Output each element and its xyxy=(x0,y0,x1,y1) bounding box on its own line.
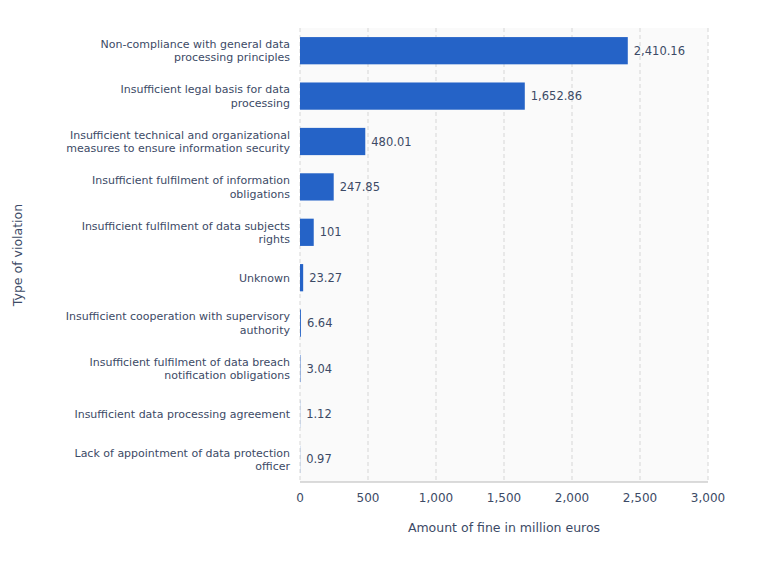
category-label-line: obligations xyxy=(230,187,291,200)
x-tick-label: 0 xyxy=(296,491,304,505)
x-tick-label: 500 xyxy=(357,491,380,505)
category-label-line: rights xyxy=(258,233,290,246)
category-label: Non-compliance with general dataprocessi… xyxy=(101,37,291,64)
category-label: Insufficient legal basis for dataprocess… xyxy=(121,83,290,110)
data-label: 480.01 xyxy=(371,135,411,149)
x-axis-line xyxy=(300,482,708,483)
category-label: Insufficient data processing agreement xyxy=(74,407,290,420)
category-label-line: Unknown xyxy=(239,271,290,284)
category-label-line: measures to ensure information security xyxy=(66,142,290,155)
category-label-line: Non-compliance with general data xyxy=(101,37,290,50)
data-label: 6.64 xyxy=(307,316,333,330)
grid-line xyxy=(708,28,709,482)
category-label-line: Insufficient technical and organizationa… xyxy=(70,128,290,141)
category-label-line: Lack of appointment of data protection xyxy=(75,446,291,459)
y-axis-title: Type of violation xyxy=(10,204,25,307)
data-label: 101 xyxy=(320,225,342,239)
x-tick-label: 3,000 xyxy=(691,491,725,505)
bar xyxy=(300,446,301,473)
data-label: 1.12 xyxy=(306,407,332,421)
x-axis-title: Amount of fine in million euros xyxy=(408,520,600,535)
category-label: Insufficient cooperation with supervisor… xyxy=(66,310,291,337)
x-tick-label: 1,500 xyxy=(487,491,521,505)
data-label: 0.97 xyxy=(306,452,332,466)
plot-background xyxy=(300,28,708,482)
category-label-line: Insufficient fulfilment of data subjects xyxy=(82,219,291,232)
x-tick-label: 2,000 xyxy=(555,491,589,505)
category-label: Insufficient fulfilment of informationob… xyxy=(92,174,290,201)
x-tick-label: 1,000 xyxy=(419,491,453,505)
bar xyxy=(300,219,314,246)
bar xyxy=(300,264,303,291)
data-label: 1,652.86 xyxy=(531,89,582,103)
data-label: 2,410.16 xyxy=(634,44,685,58)
bars xyxy=(300,37,628,473)
category-label: Unknown xyxy=(239,271,290,284)
x-ticks: 0 500 1,000 1,500 2,000 2,500 3,000 xyxy=(296,491,725,505)
data-label: 3.04 xyxy=(306,362,332,376)
chart: 0 500 1,000 1,500 2,000 2,500 3,000 0.97 1.12 3.0… xyxy=(0,0,778,562)
bar xyxy=(300,128,365,155)
category-labels: Lack of appointment of data protectionof… xyxy=(66,37,291,472)
category-label-line: processing principles xyxy=(174,51,290,64)
category-label-line: authority xyxy=(240,323,291,336)
category-label: Insufficient fulfilment of data subjects… xyxy=(82,219,291,246)
category-label-line: Insufficient data processing agreement xyxy=(74,407,290,420)
category-label-line: officer xyxy=(255,460,290,473)
bar xyxy=(300,82,525,109)
chart-container: 0 500 1,000 1,500 2,000 2,500 3,000 0.97 1.12 3.0… xyxy=(0,0,778,562)
category-label-line: Insufficient fulfilment of information xyxy=(92,174,290,187)
category-label: Insufficient fulfilment of data breachno… xyxy=(89,355,290,382)
grid-line xyxy=(640,28,641,482)
category-label-line: processing xyxy=(231,96,290,109)
category-label: Insufficient technical and organizationa… xyxy=(66,128,290,155)
data-labels: 0.97 1.12 3.04 6.64 23.27 101 247.85 480.01 1,65… xyxy=(306,44,685,467)
category-label-line: notification obligations xyxy=(164,369,290,382)
x-tick-label: 2,500 xyxy=(623,491,657,505)
data-label: 23.27 xyxy=(309,271,342,285)
grid xyxy=(300,28,708,482)
bar xyxy=(300,173,334,200)
bar xyxy=(300,400,301,427)
data-label: 247.85 xyxy=(340,180,380,194)
bar xyxy=(300,309,301,336)
category-label-line: Insufficient fulfilment of data breach xyxy=(89,355,290,368)
bar xyxy=(300,37,628,64)
category-label-line: Insufficient cooperation with supervisor… xyxy=(66,310,291,323)
bar xyxy=(300,355,301,382)
category-label: Lack of appointment of data protectionof… xyxy=(75,446,291,473)
category-label-line: Insufficient legal basis for data xyxy=(121,83,290,96)
